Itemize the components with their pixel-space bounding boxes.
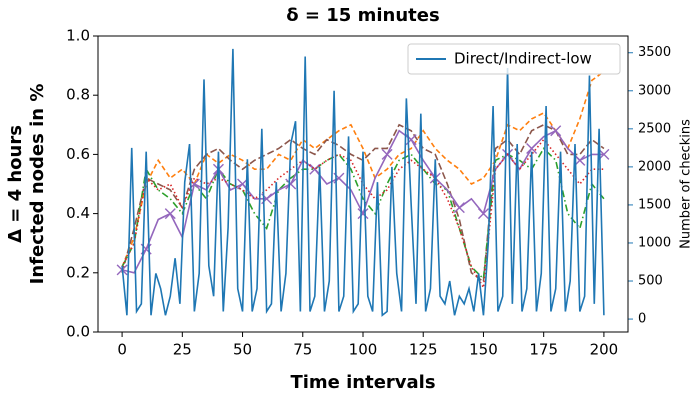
y-tick-label: 0.8 <box>66 86 90 104</box>
y2-tick-label: 500 <box>638 274 663 289</box>
y-tick-label: 0.2 <box>66 263 90 281</box>
y2-tick-label: 0 <box>638 312 646 327</box>
marker <box>550 125 562 137</box>
y-tick-label: 0.4 <box>66 204 90 222</box>
y-axis-label: Δ = 4 hours <box>5 125 26 243</box>
y-tick-label: 1.0 <box>66 27 90 45</box>
y-tick-label: 0.6 <box>66 145 90 163</box>
x-tick-label: 125 <box>409 341 438 359</box>
marker <box>357 208 369 220</box>
x-tick-label: 0 <box>117 341 127 359</box>
series-line <box>121 70 605 268</box>
marker <box>309 163 321 175</box>
y-tick-label: 0.0 <box>66 323 90 341</box>
marker <box>285 178 297 190</box>
y2-tick-label: 3500 <box>638 45 671 60</box>
marker <box>526 142 538 154</box>
y2-tick-label: 1000 <box>638 235 671 250</box>
x-tick-label: 25 <box>173 341 192 359</box>
x-tick-label: 200 <box>590 341 619 359</box>
legend-box <box>407 43 621 75</box>
legend-label: Direct/Indirect-low <box>454 50 592 68</box>
marker <box>164 208 176 220</box>
marker <box>477 208 489 220</box>
marker <box>381 148 393 160</box>
y2-tick-label: 2500 <box>638 121 671 136</box>
x-tick-label: 50 <box>233 341 252 359</box>
plot-frame <box>97 35 629 333</box>
x-tick-label: 75 <box>293 341 312 359</box>
series-line <box>121 48 605 317</box>
chart-title: δ = 15 minutes <box>286 5 439 26</box>
x-tick-label: 175 <box>529 341 558 359</box>
y2-tick-label: 1500 <box>638 197 671 212</box>
marker <box>453 202 465 214</box>
x-axis-label: Time intervals <box>290 372 435 393</box>
marker <box>574 154 586 166</box>
y-axis-label: Infected nodes in % <box>27 84 48 285</box>
x-tick-label: 150 <box>469 341 498 359</box>
y2-tick-label: 3000 <box>638 83 671 98</box>
y2-tick-label: 2000 <box>638 159 671 174</box>
y2-axis-label: Number of checkins <box>679 119 694 249</box>
x-tick-label: 100 <box>349 341 378 359</box>
